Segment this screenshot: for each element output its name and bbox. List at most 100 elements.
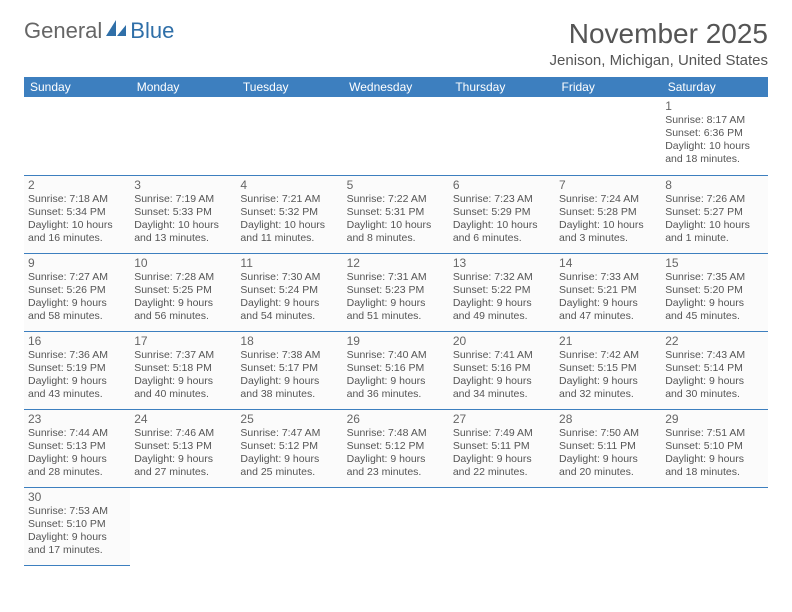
day-details: Sunrise: 7:22 AMSunset: 5:31 PMDaylight:… [347,193,445,246]
calendar-cell [236,487,342,565]
day-header: Sunday [24,77,130,97]
calendar-row: 16Sunrise: 7:36 AMSunset: 5:19 PMDayligh… [24,331,768,409]
day-details: Sunrise: 7:27 AMSunset: 5:26 PMDaylight:… [28,271,126,324]
day-details: Sunrise: 7:49 AMSunset: 5:11 PMDaylight:… [453,427,551,480]
day-number: 24 [134,412,232,426]
day-details: Sunrise: 7:37 AMSunset: 5:18 PMDaylight:… [134,349,232,402]
logo: General Blue [24,18,174,44]
day-number: 20 [453,334,551,348]
calendar-cell: 19Sunrise: 7:40 AMSunset: 5:16 PMDayligh… [343,331,449,409]
calendar-row: 2Sunrise: 7:18 AMSunset: 5:34 PMDaylight… [24,175,768,253]
day-number: 27 [453,412,551,426]
day-number: 21 [559,334,657,348]
calendar-cell [555,97,661,175]
calendar-cell: 11Sunrise: 7:30 AMSunset: 5:24 PMDayligh… [236,253,342,331]
calendar-cell: 10Sunrise: 7:28 AMSunset: 5:25 PMDayligh… [130,253,236,331]
calendar-cell: 25Sunrise: 7:47 AMSunset: 5:12 PMDayligh… [236,409,342,487]
calendar-cell [343,97,449,175]
day-number: 3 [134,178,232,192]
day-number: 30 [28,490,126,504]
calendar-cell: 12Sunrise: 7:31 AMSunset: 5:23 PMDayligh… [343,253,449,331]
calendar-cell: 23Sunrise: 7:44 AMSunset: 5:13 PMDayligh… [24,409,130,487]
calendar-cell: 18Sunrise: 7:38 AMSunset: 5:17 PMDayligh… [236,331,342,409]
day-number: 29 [665,412,763,426]
sail-icon [104,18,128,44]
title-block: November 2025 Jenison, Michigan, United … [550,18,768,69]
calendar-row: 23Sunrise: 7:44 AMSunset: 5:13 PMDayligh… [24,409,768,487]
day-number: 11 [240,256,338,270]
day-details: Sunrise: 7:30 AMSunset: 5:24 PMDaylight:… [240,271,338,324]
calendar-cell: 2Sunrise: 7:18 AMSunset: 5:34 PMDaylight… [24,175,130,253]
calendar-cell [130,487,236,565]
day-details: Sunrise: 7:18 AMSunset: 5:34 PMDaylight:… [28,193,126,246]
calendar-cell [343,487,449,565]
day-details: Sunrise: 7:42 AMSunset: 5:15 PMDaylight:… [559,349,657,402]
day-details: Sunrise: 7:47 AMSunset: 5:12 PMDaylight:… [240,427,338,480]
day-number: 2 [28,178,126,192]
logo-text-blue: Blue [130,18,174,44]
calendar-cell [236,97,342,175]
day-number: 8 [665,178,763,192]
calendar-row: 30Sunrise: 7:53 AMSunset: 5:10 PMDayligh… [24,487,768,565]
day-number: 12 [347,256,445,270]
day-details: Sunrise: 7:50 AMSunset: 5:11 PMDaylight:… [559,427,657,480]
day-details: Sunrise: 7:44 AMSunset: 5:13 PMDaylight:… [28,427,126,480]
day-details: Sunrise: 7:51 AMSunset: 5:10 PMDaylight:… [665,427,763,480]
calendar-cell [24,97,130,175]
day-details: Sunrise: 7:24 AMSunset: 5:28 PMDaylight:… [559,193,657,246]
day-number: 25 [240,412,338,426]
day-number: 14 [559,256,657,270]
day-number: 10 [134,256,232,270]
day-details: Sunrise: 7:41 AMSunset: 5:16 PMDaylight:… [453,349,551,402]
calendar-cell: 28Sunrise: 7:50 AMSunset: 5:11 PMDayligh… [555,409,661,487]
calendar-cell: 15Sunrise: 7:35 AMSunset: 5:20 PMDayligh… [661,253,767,331]
day-header: Wednesday [343,77,449,97]
calendar: Sunday Monday Tuesday Wednesday Thursday… [24,77,768,566]
day-number: 4 [240,178,338,192]
calendar-cell: 24Sunrise: 7:46 AMSunset: 5:13 PMDayligh… [130,409,236,487]
calendar-cell: 16Sunrise: 7:36 AMSunset: 5:19 PMDayligh… [24,331,130,409]
day-details: Sunrise: 7:43 AMSunset: 5:14 PMDaylight:… [665,349,763,402]
day-number: 18 [240,334,338,348]
day-details: Sunrise: 7:46 AMSunset: 5:13 PMDaylight:… [134,427,232,480]
day-number: 13 [453,256,551,270]
calendar-cell: 6Sunrise: 7:23 AMSunset: 5:29 PMDaylight… [449,175,555,253]
calendar-cell: 29Sunrise: 7:51 AMSunset: 5:10 PMDayligh… [661,409,767,487]
calendar-cell [555,487,661,565]
calendar-cell: 8Sunrise: 7:26 AMSunset: 5:27 PMDaylight… [661,175,767,253]
calendar-cell: 21Sunrise: 7:42 AMSunset: 5:15 PMDayligh… [555,331,661,409]
header: General Blue November 2025 Jenison, Mich… [24,18,768,69]
calendar-cell: 27Sunrise: 7:49 AMSunset: 5:11 PMDayligh… [449,409,555,487]
day-header: Friday [555,77,661,97]
day-number: 19 [347,334,445,348]
day-details: Sunrise: 8:17 AMSunset: 6:36 PMDaylight:… [665,114,763,167]
day-number: 5 [347,178,445,192]
calendar-cell: 13Sunrise: 7:32 AMSunset: 5:22 PMDayligh… [449,253,555,331]
day-number: 7 [559,178,657,192]
day-number: 17 [134,334,232,348]
calendar-cell: 20Sunrise: 7:41 AMSunset: 5:16 PMDayligh… [449,331,555,409]
day-number: 26 [347,412,445,426]
calendar-cell: 5Sunrise: 7:22 AMSunset: 5:31 PMDaylight… [343,175,449,253]
day-number: 6 [453,178,551,192]
day-number: 28 [559,412,657,426]
day-number: 15 [665,256,763,270]
day-header: Thursday [449,77,555,97]
calendar-cell: 17Sunrise: 7:37 AMSunset: 5:18 PMDayligh… [130,331,236,409]
calendar-cell [449,487,555,565]
calendar-cell: 1Sunrise: 8:17 AMSunset: 6:36 PMDaylight… [661,97,767,175]
day-details: Sunrise: 7:53 AMSunset: 5:10 PMDaylight:… [28,505,126,558]
calendar-cell: 14Sunrise: 7:33 AMSunset: 5:21 PMDayligh… [555,253,661,331]
day-number: 23 [28,412,126,426]
day-number: 1 [665,99,763,113]
day-details: Sunrise: 7:48 AMSunset: 5:12 PMDaylight:… [347,427,445,480]
day-details: Sunrise: 7:21 AMSunset: 5:32 PMDaylight:… [240,193,338,246]
calendar-row: 9Sunrise: 7:27 AMSunset: 5:26 PMDaylight… [24,253,768,331]
day-details: Sunrise: 7:26 AMSunset: 5:27 PMDaylight:… [665,193,763,246]
day-details: Sunrise: 7:40 AMSunset: 5:16 PMDaylight:… [347,349,445,402]
day-header: Monday [130,77,236,97]
day-header: Tuesday [236,77,342,97]
logo-text-general: General [24,18,102,44]
day-details: Sunrise: 7:32 AMSunset: 5:22 PMDaylight:… [453,271,551,324]
calendar-cell: 30Sunrise: 7:53 AMSunset: 5:10 PMDayligh… [24,487,130,565]
